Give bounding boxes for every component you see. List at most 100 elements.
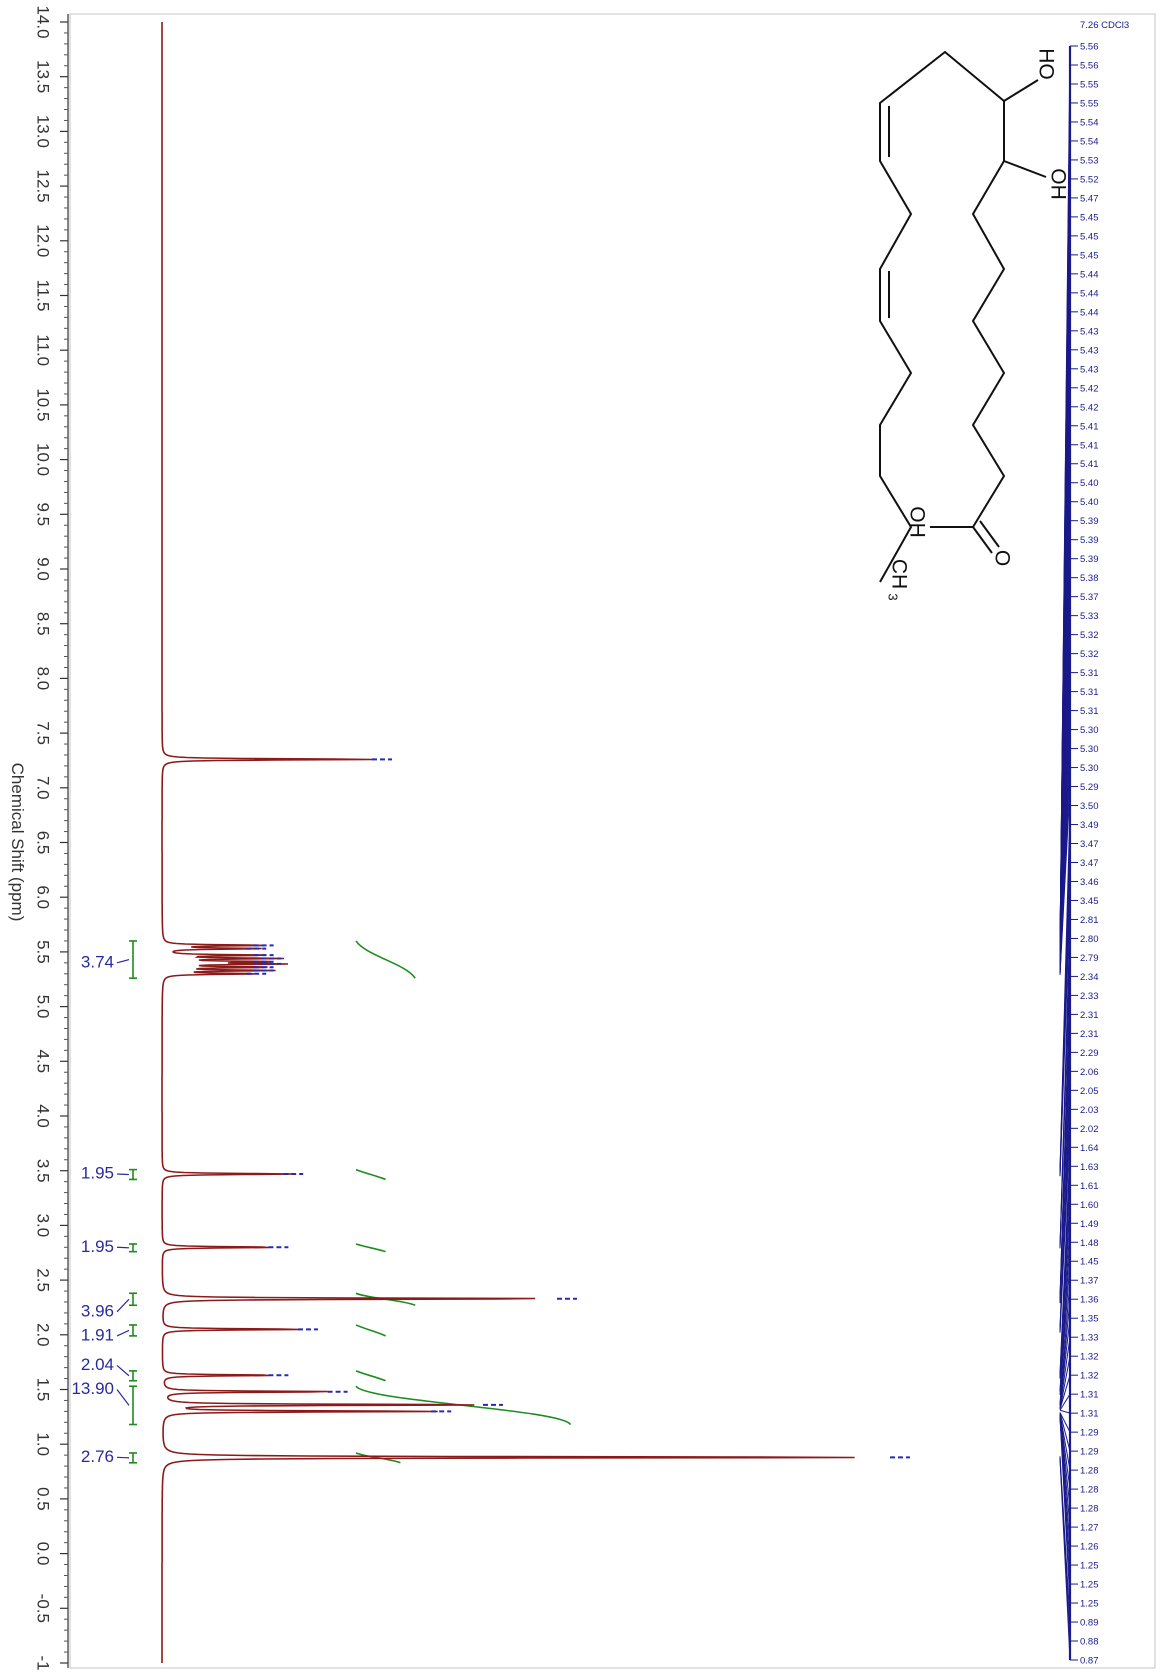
x-tick-label: -0.5 (34, 1594, 53, 1623)
peak-shift-label: 1.25 (1080, 1580, 1099, 1591)
x-tick-label: 4.5 (34, 1049, 53, 1073)
structure-co1 (972, 526, 993, 554)
peak-label-column: 5.56 5.56 5.55 5.55 5.54 5.54 5.53 5.52 5.47 5.45… (1059, 42, 1099, 1667)
peak-shift-label: 5.31 (1080, 687, 1099, 698)
integral-value-label: 3.74 (81, 952, 114, 971)
peak-shift-label: 1.29 (1080, 1447, 1099, 1458)
structure-acid-chain (971, 101, 1006, 528)
x-tick-label: 12.5 (34, 170, 53, 203)
peak-shift-label: 1.64 (1080, 1143, 1099, 1154)
structure-ho2-bond (1003, 160, 1047, 178)
peak-shift-label: 5.41 (1080, 459, 1099, 470)
peak-shift-label: 1.27 (1080, 1523, 1099, 1534)
peak-shift-label: 5.53 (1080, 155, 1099, 166)
integral-leader (116, 1246, 130, 1249)
peak-shift-label: 1.28 (1080, 1504, 1099, 1515)
peak-shift-label: 5.45 (1080, 231, 1099, 242)
peak-shift-label: 3.50 (1080, 801, 1099, 812)
integral-leader (116, 1364, 130, 1377)
x-tick-label: 2.0 (34, 1323, 53, 1347)
peak-label-connector (1059, 1337, 1071, 1409)
peak-shift-label: 5.54 (1080, 117, 1099, 128)
peak-shift-label: 5.56 (1080, 60, 1099, 71)
integral-value-label: 2.04 (81, 1355, 114, 1374)
structure-oh-label-1: HO (1034, 48, 1057, 80)
x-tick-label: 13.5 (34, 60, 53, 93)
peak-label-connector (1059, 1318, 1071, 1406)
peak-label-connector (1059, 1412, 1071, 1452)
peak-shift-label: 1.61 (1080, 1181, 1099, 1192)
integral-leader (116, 1173, 130, 1176)
peak-shift-label: 3.45 (1080, 896, 1099, 907)
peak-shift-label: 3.49 (1080, 820, 1099, 831)
x-tick-label: 5.5 (34, 940, 53, 964)
peak-label-connector (1059, 900, 1071, 1177)
peak-shift-label: 5.42 (1080, 383, 1099, 394)
peak-shift-label: 1.32 (1080, 1352, 1099, 1363)
peak-shift-label: 5.42 (1080, 402, 1099, 413)
x-axis-label: Chemical Shift (ppm) (8, 763, 27, 922)
ppm-axis-ticks: 14.0 13.5 13.0 12.5 12.0 11.5 11.0 10.5 10.0 9.5 9… (34, 5, 68, 1671)
peak-shift-label: 1.28 (1080, 1466, 1099, 1477)
peak-shift-label: 5.31 (1080, 706, 1099, 717)
structure-ch3-label: CH (887, 559, 910, 589)
peak-shift-label: 2.05 (1080, 1086, 1099, 1097)
peak-shift-label: 5.30 (1080, 763, 1099, 774)
peak-shift-label: 5.44 (1080, 307, 1099, 318)
molecule-structure (879, 50, 1047, 583)
x-tick-label: 8.5 (34, 612, 53, 636)
peak-shift-label: 1.63 (1080, 1162, 1099, 1173)
peak-shift-label: 5.40 (1080, 497, 1099, 508)
peak-shift-label: 2.33 (1080, 991, 1099, 1002)
peak-shift-label: 1.48 (1080, 1238, 1099, 1249)
peak-shift-label: 3.47 (1080, 858, 1099, 869)
x-tick-label: 1.0 (34, 1432, 53, 1456)
x-tick-label: 3.5 (34, 1159, 53, 1183)
peak-shift-label: 2.03 (1080, 1105, 1099, 1116)
peak-shift-label: 5.31 (1080, 668, 1099, 679)
x-tick-label: 3.0 (34, 1214, 53, 1238)
peak-shift-label: 1.32 (1080, 1371, 1099, 1382)
structure-ch3-subscript: 3 (886, 593, 901, 600)
x-tick-label: 13.0 (34, 115, 53, 148)
peak-shift-label: 0.89 (1080, 1618, 1099, 1629)
peak-shift-label: 1.25 (1080, 1561, 1099, 1572)
integral-curve (355, 940, 416, 979)
x-tick-label: 12.0 (34, 224, 53, 257)
integral-markers: 3.74 1.95 1.95 3.96 1.91 2.04 13.90 2.76 (71, 940, 137, 1466)
integral-leader (116, 1298, 130, 1313)
peak-shift-label: 1.36 (1080, 1295, 1099, 1306)
x-tick-label: 1.5 (34, 1378, 53, 1402)
x-tick-label: 0.5 (34, 1487, 53, 1511)
integral-curve (355, 1168, 386, 1181)
structure-oh-label-3: OH (905, 506, 928, 538)
structure-co2 (979, 520, 1000, 548)
x-tick-label: 10.0 (34, 443, 53, 476)
x-tick-label: 6.5 (34, 831, 53, 855)
peak-shift-label: 2.31 (1080, 1010, 1099, 1021)
peak-picks (246, 758, 910, 1459)
x-tick-label: 10.5 (34, 388, 53, 421)
peak-label-connector (1059, 1128, 1071, 1333)
structure-o-label: O (990, 550, 1013, 566)
peak-shift-label: 2.79 (1080, 953, 1099, 964)
plot-frame (69, 13, 1156, 1669)
peak-shift-label: 1.35 (1080, 1314, 1099, 1325)
x-tick-label: 8.0 (34, 667, 53, 691)
integral-value-label: 1.95 (81, 1163, 114, 1182)
peak-shift-label: 1.49 (1080, 1219, 1099, 1230)
x-tick-label: 5.0 (34, 995, 53, 1019)
x-tick-label: 2.5 (34, 1268, 53, 1292)
peak-label-connector (1059, 1356, 1071, 1410)
peak-label-connector (1059, 786, 1071, 975)
peak-shift-label: 5.30 (1080, 744, 1099, 755)
peak-shift-label: 2.31 (1080, 1029, 1099, 1040)
peak-shift-label: 5.37 (1080, 592, 1099, 603)
peak-shift-label: 1.25 (1080, 1599, 1099, 1610)
peak-shift-label: 0.87 (1080, 1656, 1099, 1667)
integral-curve (355, 1370, 386, 1382)
peak-shift-label: 5.47 (1080, 193, 1099, 204)
peak-shift-label: 1.37 (1080, 1276, 1099, 1287)
peak-label-connector (1059, 1412, 1071, 1433)
peak-shift-label: 1.29 (1080, 1428, 1099, 1439)
